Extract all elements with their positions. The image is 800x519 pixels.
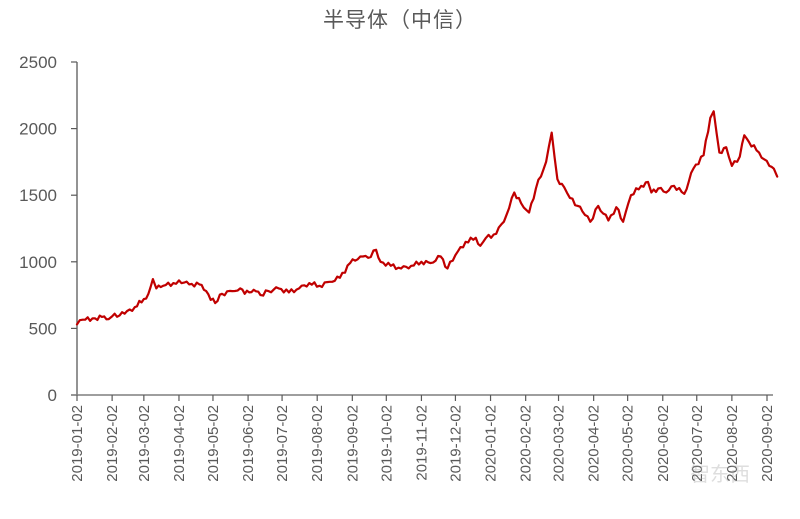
watermark-logo: 智东西	[690, 462, 750, 486]
x-tick-label: 2019-07-02	[274, 405, 291, 482]
y-tick-label: 1500	[19, 186, 57, 205]
y-tick-label: 2500	[19, 53, 57, 72]
chart-title: 半导体（中信）	[323, 8, 477, 32]
x-tick-label: 2020-02-02	[518, 405, 535, 482]
x-tick-label: 2020-09-02	[759, 405, 776, 482]
x-tick-label: 2019-08-02	[309, 405, 326, 482]
y-tick-label: 2000	[19, 120, 57, 139]
x-tick-label: 2019-09-02	[344, 405, 361, 482]
x-tick-label: 2020-08-02	[724, 405, 741, 482]
x-tick-label: 2019-06-02	[240, 405, 257, 482]
x-tick-label: 2019-04-02	[171, 405, 188, 482]
x-tick-label: 2019-05-02	[205, 405, 222, 482]
x-tick-label: 2020-04-02	[586, 405, 603, 482]
x-tick-label: 2020-03-02	[551, 405, 568, 482]
x-axis: 2019-01-02 2019-02-02 2019-03-02 2019-04-02…	[69, 394, 776, 482]
x-tick-label: 2019-12-02	[447, 405, 464, 482]
x-tick-label: 2020-06-02	[655, 405, 672, 482]
x-tick-label: 2020-05-02	[620, 405, 637, 482]
y-axis: 0 500 1000 1500 2000 2500	[19, 53, 78, 405]
x-tick-label: 2019-01-02	[69, 405, 86, 482]
x-tick-label: 2019-10-02	[378, 405, 395, 482]
x-tick-label: 2019-11-02	[413, 405, 430, 481]
x-tick-label: 2019-02-02	[104, 405, 121, 482]
x-tick-label: 2020-07-02	[689, 405, 706, 482]
x-tick-label: 2020-01-02	[483, 405, 500, 482]
y-tick-label: 500	[29, 319, 57, 338]
y-tick-label: 0	[48, 386, 57, 405]
x-tick-label: 2019-03-02	[136, 405, 153, 482]
series-line-semiconductor	[75, 110, 779, 326]
y-tick-label: 1000	[19, 253, 57, 272]
